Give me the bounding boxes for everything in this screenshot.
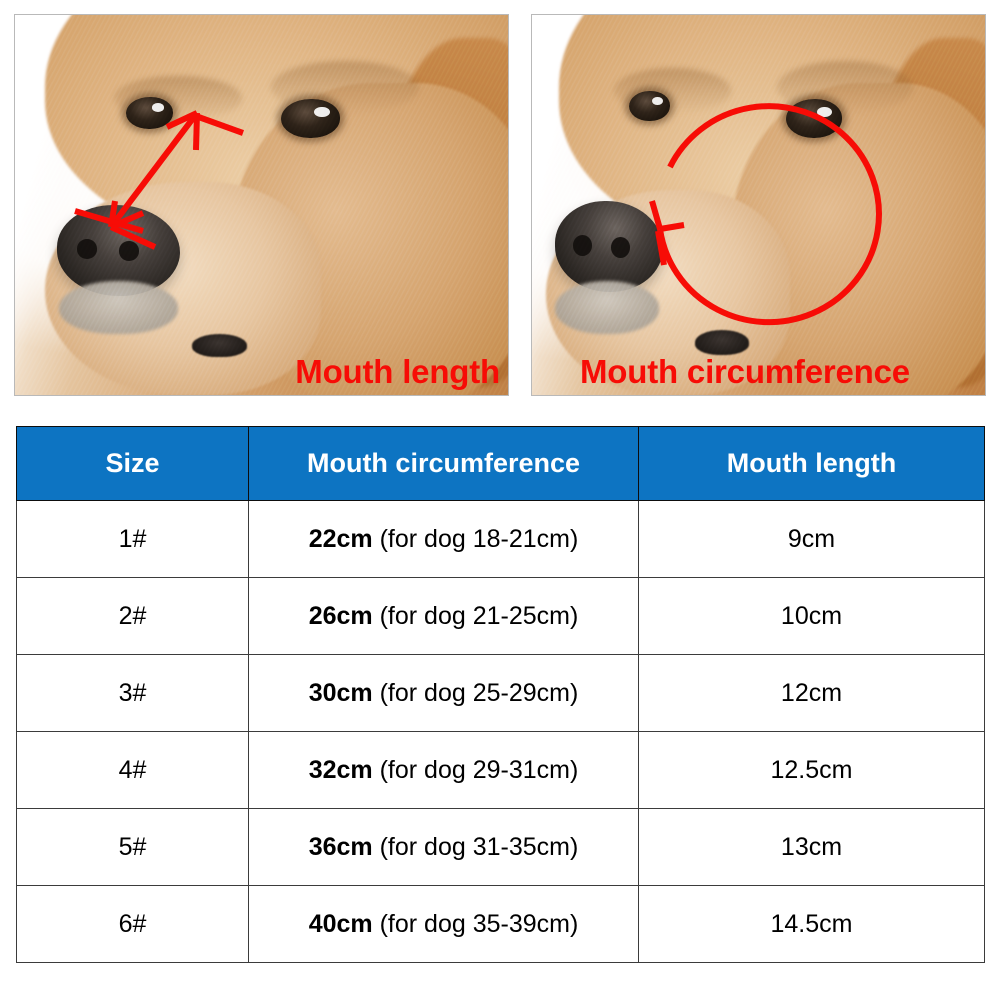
mouth-length-caption: Mouth length	[295, 353, 500, 390]
table-row: 4# 32cm (for dog 29-31cm) 12.5cm	[16, 731, 985, 809]
circ-range: (for dog 29-31cm)	[379, 755, 579, 784]
dog-eye-far	[281, 98, 341, 139]
circ-value: 40cm	[308, 909, 373, 938]
mouth-length-photo-inner: Mouth length	[15, 15, 508, 395]
cell-mouth-length: 9cm	[638, 500, 985, 578]
cell-mouth-circumference: 22cm (for dog 18-21cm)	[248, 500, 639, 578]
column-header-mouth-length: Mouth length	[638, 426, 985, 501]
cell-size: 5#	[16, 808, 249, 886]
cell-mouth-length: 13cm	[638, 808, 985, 886]
dog-face-image-right	[532, 15, 985, 395]
circ-range: (for dog 31-35cm)	[379, 832, 579, 861]
cell-mouth-length: 12.5cm	[638, 731, 985, 809]
dog-nose	[554, 201, 664, 293]
cell-size: 1#	[16, 500, 249, 578]
table-header-row: Size Mouth circumference Mouth length	[16, 426, 985, 501]
cell-mouth-circumference: 30cm (for dog 25-29cm)	[248, 654, 639, 732]
size-chart-table: Size Mouth circumference Mouth length 1#…	[16, 426, 985, 963]
cell-mouth-length: 10cm	[638, 577, 985, 655]
cell-mouth-circumference: 40cm (for dog 35-39cm)	[248, 885, 639, 963]
circ-value: 30cm	[308, 678, 373, 707]
circ-range: (for dog 18-21cm)	[379, 524, 579, 553]
mouth-length-photo: Mouth length	[14, 14, 509, 396]
table-body: 1# 22cm (for dog 18-21cm) 9cm 2# 26cm (f…	[16, 500, 985, 963]
cell-size: 4#	[16, 731, 249, 809]
table-row: 1# 22cm (for dog 18-21cm) 9cm	[16, 500, 985, 578]
column-header-size: Size	[16, 426, 249, 501]
circ-value: 36cm	[308, 832, 373, 861]
cell-size: 2#	[16, 577, 249, 655]
table-row: 6# 40cm (for dog 35-39cm) 14.5cm	[16, 885, 985, 963]
cell-mouth-length: 14.5cm	[638, 885, 985, 963]
photo-row: Mouth length	[14, 14, 986, 396]
circ-value: 26cm	[308, 601, 373, 630]
column-header-mouth-circumference: Mouth circumference	[248, 426, 639, 501]
circ-range: (for dog 35-39cm)	[379, 909, 579, 938]
table-row: 2# 26cm (for dog 21-25cm) 10cm	[16, 577, 985, 655]
cell-mouth-circumference: 32cm (for dog 29-31cm)	[248, 731, 639, 809]
table-row: 3# 30cm (for dog 25-29cm) 12cm	[16, 654, 985, 732]
cell-mouth-circumference: 26cm (for dog 21-25cm)	[248, 577, 639, 655]
circ-range: (for dog 25-29cm)	[379, 678, 579, 707]
mouth-circumference-caption: Mouth circumference	[580, 353, 910, 390]
circ-value: 32cm	[308, 755, 373, 784]
cell-size: 3#	[16, 654, 249, 732]
mouth-circumference-photo: Mouth circumference	[531, 14, 986, 396]
cell-mouth-circumference: 36cm (for dog 31-35cm)	[248, 808, 639, 886]
circ-value: 22cm	[308, 524, 373, 553]
table-row: 5# 36cm (for dog 31-35cm) 13cm	[16, 808, 985, 886]
table-header: Size Mouth circumference Mouth length	[16, 426, 985, 501]
cell-size: 6#	[16, 885, 249, 963]
dog-face-image-left	[15, 15, 508, 395]
cell-mouth-length: 12cm	[638, 654, 985, 732]
circ-range: (for dog 21-25cm)	[379, 601, 579, 630]
mouth-circumference-photo-inner: Mouth circumference	[532, 15, 985, 395]
